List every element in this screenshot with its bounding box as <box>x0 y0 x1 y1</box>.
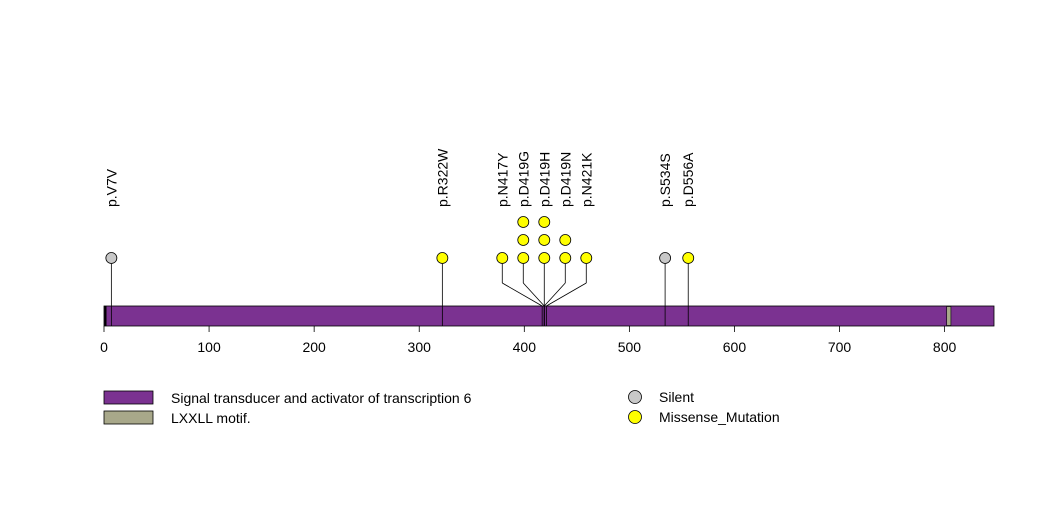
mutation-label: p.D419H <box>536 152 552 207</box>
mutation-dot <box>496 252 509 264</box>
legend-marker <box>628 390 642 404</box>
legend-swatch <box>103 390 154 405</box>
legend-label: Signal transducer and activator of trans… <box>171 390 472 406</box>
mutation-dot <box>538 252 551 264</box>
mutation-dot <box>659 252 672 264</box>
legend-label: Missense_Mutation <box>659 409 780 425</box>
mutation-dot <box>682 252 695 264</box>
legend-swatch <box>103 410 154 425</box>
x-tick-label: 300 <box>408 339 432 355</box>
legend-marker <box>628 410 642 424</box>
mutation-label: p.D556A <box>680 152 696 207</box>
x-axis: 0 100 200 300 400 500 600 700 800 <box>100 326 957 355</box>
mutation-dot <box>559 234 572 246</box>
protein-track <box>103 305 995 327</box>
mutation-label: p.D419G <box>515 151 531 207</box>
x-tick-label: 500 <box>618 339 642 355</box>
mutation-label: p.S534S <box>657 153 673 207</box>
mutation-dot <box>559 252 572 264</box>
legend: Signal transducer and activator of trans… <box>103 389 780 426</box>
mutation-markers <box>105 216 695 264</box>
mutation-dot <box>517 234 530 246</box>
mutation-connector <box>546 282 587 307</box>
mutation-dot <box>580 252 593 264</box>
mutation-dot <box>538 216 551 228</box>
x-tick-label: 700 <box>828 339 852 355</box>
mutation-connector <box>543 282 566 307</box>
mutation-label: p.V7V <box>103 168 119 207</box>
x-tick-label: 800 <box>933 339 957 355</box>
x-tick-label: 100 <box>197 339 221 355</box>
legend-label: LXXLL motif. <box>171 410 251 426</box>
x-tick-label: 0 <box>100 339 108 355</box>
mutation-dot <box>105 252 118 264</box>
mutation-label: p.D419N <box>557 152 573 207</box>
mutation-dot <box>436 252 449 264</box>
x-tick-label: 600 <box>723 339 747 355</box>
mutation-label: p.N417Y <box>494 152 510 207</box>
mutation-connector <box>502 282 543 307</box>
domain-lxxll-motif <box>946 306 952 326</box>
x-tick-label: 200 <box>302 339 326 355</box>
mutation-labels: p.V7V p.R322W p.N417Y p.D419G p.D419H p.D419N… <box>103 148 696 207</box>
mutation-dot <box>517 252 530 264</box>
mutation-label: p.N421K <box>578 152 594 207</box>
x-tick-label: 400 <box>513 339 537 355</box>
mutation-dot <box>517 216 530 228</box>
mutation-connector <box>522 282 545 307</box>
mutation-dot <box>538 234 551 246</box>
legend-label: Silent <box>659 389 694 405</box>
mutation-label: p.R322W <box>434 148 450 207</box>
protein-bar <box>103 305 995 327</box>
